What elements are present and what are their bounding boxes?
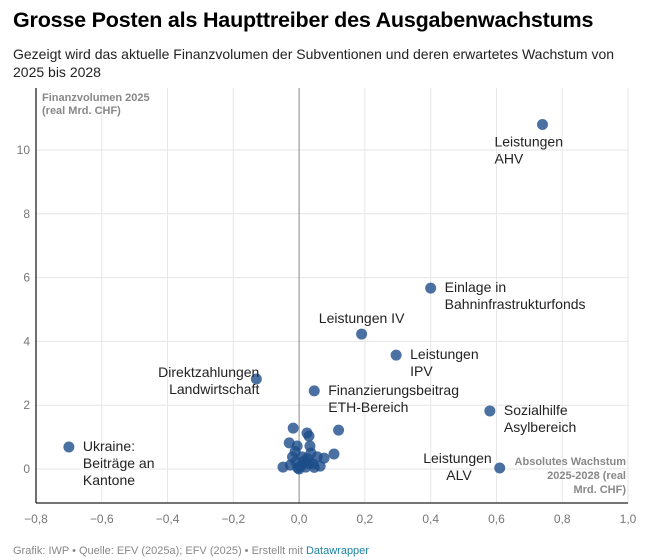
point-label-line: Sozialhilfe — [504, 402, 568, 418]
point-label-line: Leistungen — [494, 133, 563, 149]
data-point-labeled — [390, 349, 402, 361]
y-tick-label: 0 — [23, 462, 30, 476]
point-label-line: Ukraine: — [83, 438, 135, 454]
data-point-labeled — [250, 373, 262, 385]
point-label: Leistungen ALV — [423, 450, 492, 483]
data-point — [328, 448, 340, 460]
point-label: Leistungen IV — [319, 310, 405, 326]
point-label-line: Asylbereich — [504, 419, 576, 435]
point-label: Leistungen AHV — [494, 133, 563, 166]
point-label: Leistungen IPV — [410, 346, 479, 379]
data-point-labeled — [484, 405, 496, 417]
data-point — [284, 459, 296, 471]
point-label-line: Leistungen — [410, 346, 479, 362]
point-label-line: Beiträge an — [83, 455, 155, 471]
x-tick-label: −0,4 — [156, 512, 180, 526]
y-tick-label: 4 — [23, 334, 30, 348]
data-point — [287, 422, 299, 434]
data-point-labeled — [536, 118, 548, 130]
y-tick-label: 2 — [23, 398, 30, 412]
point-label-line: Direktzahlungen — [158, 364, 259, 380]
x-tick-label: −0,6 — [90, 512, 114, 526]
data-point — [303, 430, 315, 442]
data-point-labeled — [356, 328, 368, 340]
data-point-labeled — [425, 282, 437, 294]
x-tick-label: 0,2 — [357, 512, 374, 526]
data-point-labeled — [494, 462, 506, 474]
data-point — [293, 463, 305, 475]
point-label-line: ALV — [446, 467, 472, 483]
x-tick-label: −0,8 — [24, 512, 48, 526]
point-label: Einlage in Bahninfrastrukturfonds — [445, 279, 586, 312]
data-point-labeled — [308, 385, 320, 397]
chart-title: Grosse Posten als Haupttreiber des Ausga… — [13, 8, 594, 32]
point-label-line: Landwirtschaft — [169, 381, 259, 397]
x-tick-label: 1,0 — [620, 512, 637, 526]
axes: −0,8 −0,6 −0,4 −0,2 0,0 0,2 0,4 0,6 0,8 1,0 0 2 4 6 8 1… — [17, 88, 637, 526]
x-axis-title: Mrd. CHF) — [573, 484, 626, 496]
y-tick-label: 10 — [17, 143, 31, 157]
point-label: Finanzierungsbeitrag ETH-Bereich — [328, 382, 459, 415]
x-tick-label: −0,2 — [221, 512, 245, 526]
grid-lines — [35, 88, 629, 503]
point-label: Ukraine: Beiträge an Kantone — [83, 438, 155, 488]
x-tick-label: 0,4 — [422, 512, 439, 526]
y-axis-title: Finanzvolumen 2025 — [42, 92, 150, 104]
scatter-chart: −0,8 −0,6 −0,4 −0,2 0,0 0,2 0,4 0,6 0,8 1,0 0 2 4 6 8 1… — [17, 88, 637, 526]
point-label-line: Bahninfrastrukturfonds — [445, 296, 586, 312]
data-point-labeled — [63, 441, 75, 453]
data-points — [63, 118, 548, 475]
point-label-line: Kantone — [83, 472, 135, 488]
x-axis-title: Absolutes Wachstum — [515, 456, 627, 468]
data-point — [301, 452, 313, 464]
point-label-line: Einlage in — [445, 279, 507, 295]
x-tick-label: 0,8 — [554, 512, 571, 526]
x-tick-label: 0,6 — [488, 512, 505, 526]
point-label-line: Leistungen IV — [319, 310, 405, 326]
x-axis-title: 2025-2028 (real — [547, 470, 626, 482]
datawrapper-link[interactable]: Datawrapper — [305, 545, 369, 557]
footer-source: Grafik: IWP • Quelle: EFV (2025a); EFV (… — [13, 545, 306, 557]
y-tick-label: 6 — [23, 271, 30, 285]
point-label-line: IPV — [410, 363, 433, 379]
y-axis-title: (real Mrd. CHF) — [42, 105, 121, 117]
x-tick-label: 0,0 — [291, 512, 308, 526]
y-tick-label: 8 — [23, 207, 30, 221]
data-point — [289, 445, 301, 457]
point-label-line: Finanzierungsbeitrag — [328, 382, 459, 398]
point-label-line: Leistungen — [423, 450, 492, 466]
point-label: Sozialhilfe Asylbereich — [504, 402, 576, 435]
footer-credits: Grafik: IWP • Quelle: EFV (2025a); EFV (… — [13, 545, 369, 557]
point-label-line: AHV — [494, 150, 523, 166]
data-point — [308, 461, 320, 473]
point-label: Direktzahlungen Landwirtschaft — [158, 364, 259, 397]
data-point — [333, 424, 345, 436]
chart-subtitle: Gezeigt wird das aktuelle Finanzvolumen … — [13, 46, 615, 80]
point-label-line: ETH-Bereich — [328, 399, 408, 415]
